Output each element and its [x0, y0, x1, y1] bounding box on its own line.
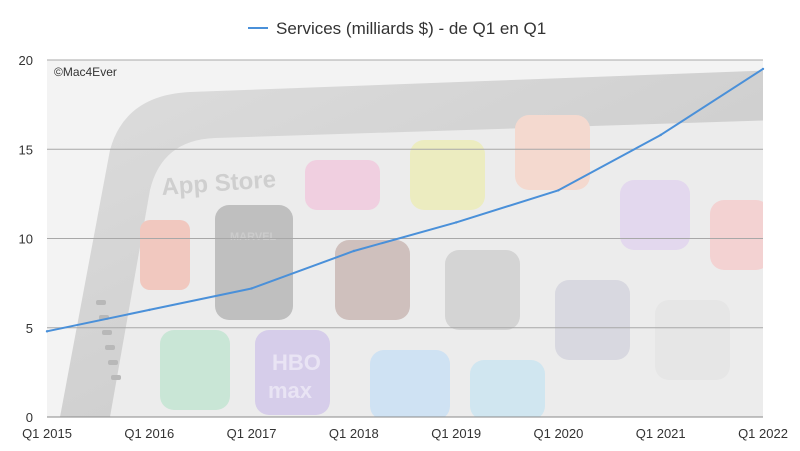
x-tick-label: Q1 2017 — [227, 426, 277, 441]
y-tick-label: 5 — [26, 321, 33, 336]
data-point — [557, 189, 560, 192]
x-tick-label: Q1 2015 — [22, 426, 72, 441]
x-tick-label: Q1 2019 — [431, 426, 481, 441]
y-tick-label: 0 — [26, 410, 33, 425]
data-point — [352, 249, 356, 253]
background-photo: App Store MARVEL HBO max — [47, 60, 763, 417]
watermark-label: ©Mac4Ever — [54, 65, 117, 79]
background-hbo-label: HBO — [272, 350, 321, 375]
y-tick-label: 20 — [19, 53, 33, 68]
y-axis-ticks: 0 5 10 15 20 — [19, 53, 33, 425]
gridlines — [47, 59, 763, 418]
data-point — [761, 67, 765, 71]
background-marvel-label: MARVEL — [230, 231, 277, 243]
x-axis-ticks: Q1 2015 Q1 2016 Q1 2017 Q1 2018 Q1 2019 Q1 20… — [22, 426, 788, 441]
x-tick-label: Q1 2021 — [636, 426, 686, 441]
data-point — [45, 330, 49, 333]
x-tick-label: Q1 2022 — [738, 426, 788, 441]
x-tick-label: Q1 2020 — [533, 426, 583, 441]
y-tick-label: 10 — [19, 232, 33, 247]
series-layer — [45, 67, 765, 333]
data-point — [659, 133, 662, 137]
legend: Services (milliards $) - de Q1 en Q1 — [248, 19, 546, 38]
background-max-label: max — [268, 378, 313, 403]
x-tick-label: Q1 2016 — [124, 426, 174, 441]
data-point — [148, 308, 151, 312]
series-line — [46, 68, 764, 333]
data-point — [250, 287, 253, 290]
legend-label: Services (milliards $) - de Q1 en Q1 — [276, 19, 546, 38]
data-point — [454, 221, 458, 224]
y-tick-label: 15 — [19, 142, 33, 157]
x-tick-label: Q1 2018 — [329, 426, 379, 441]
